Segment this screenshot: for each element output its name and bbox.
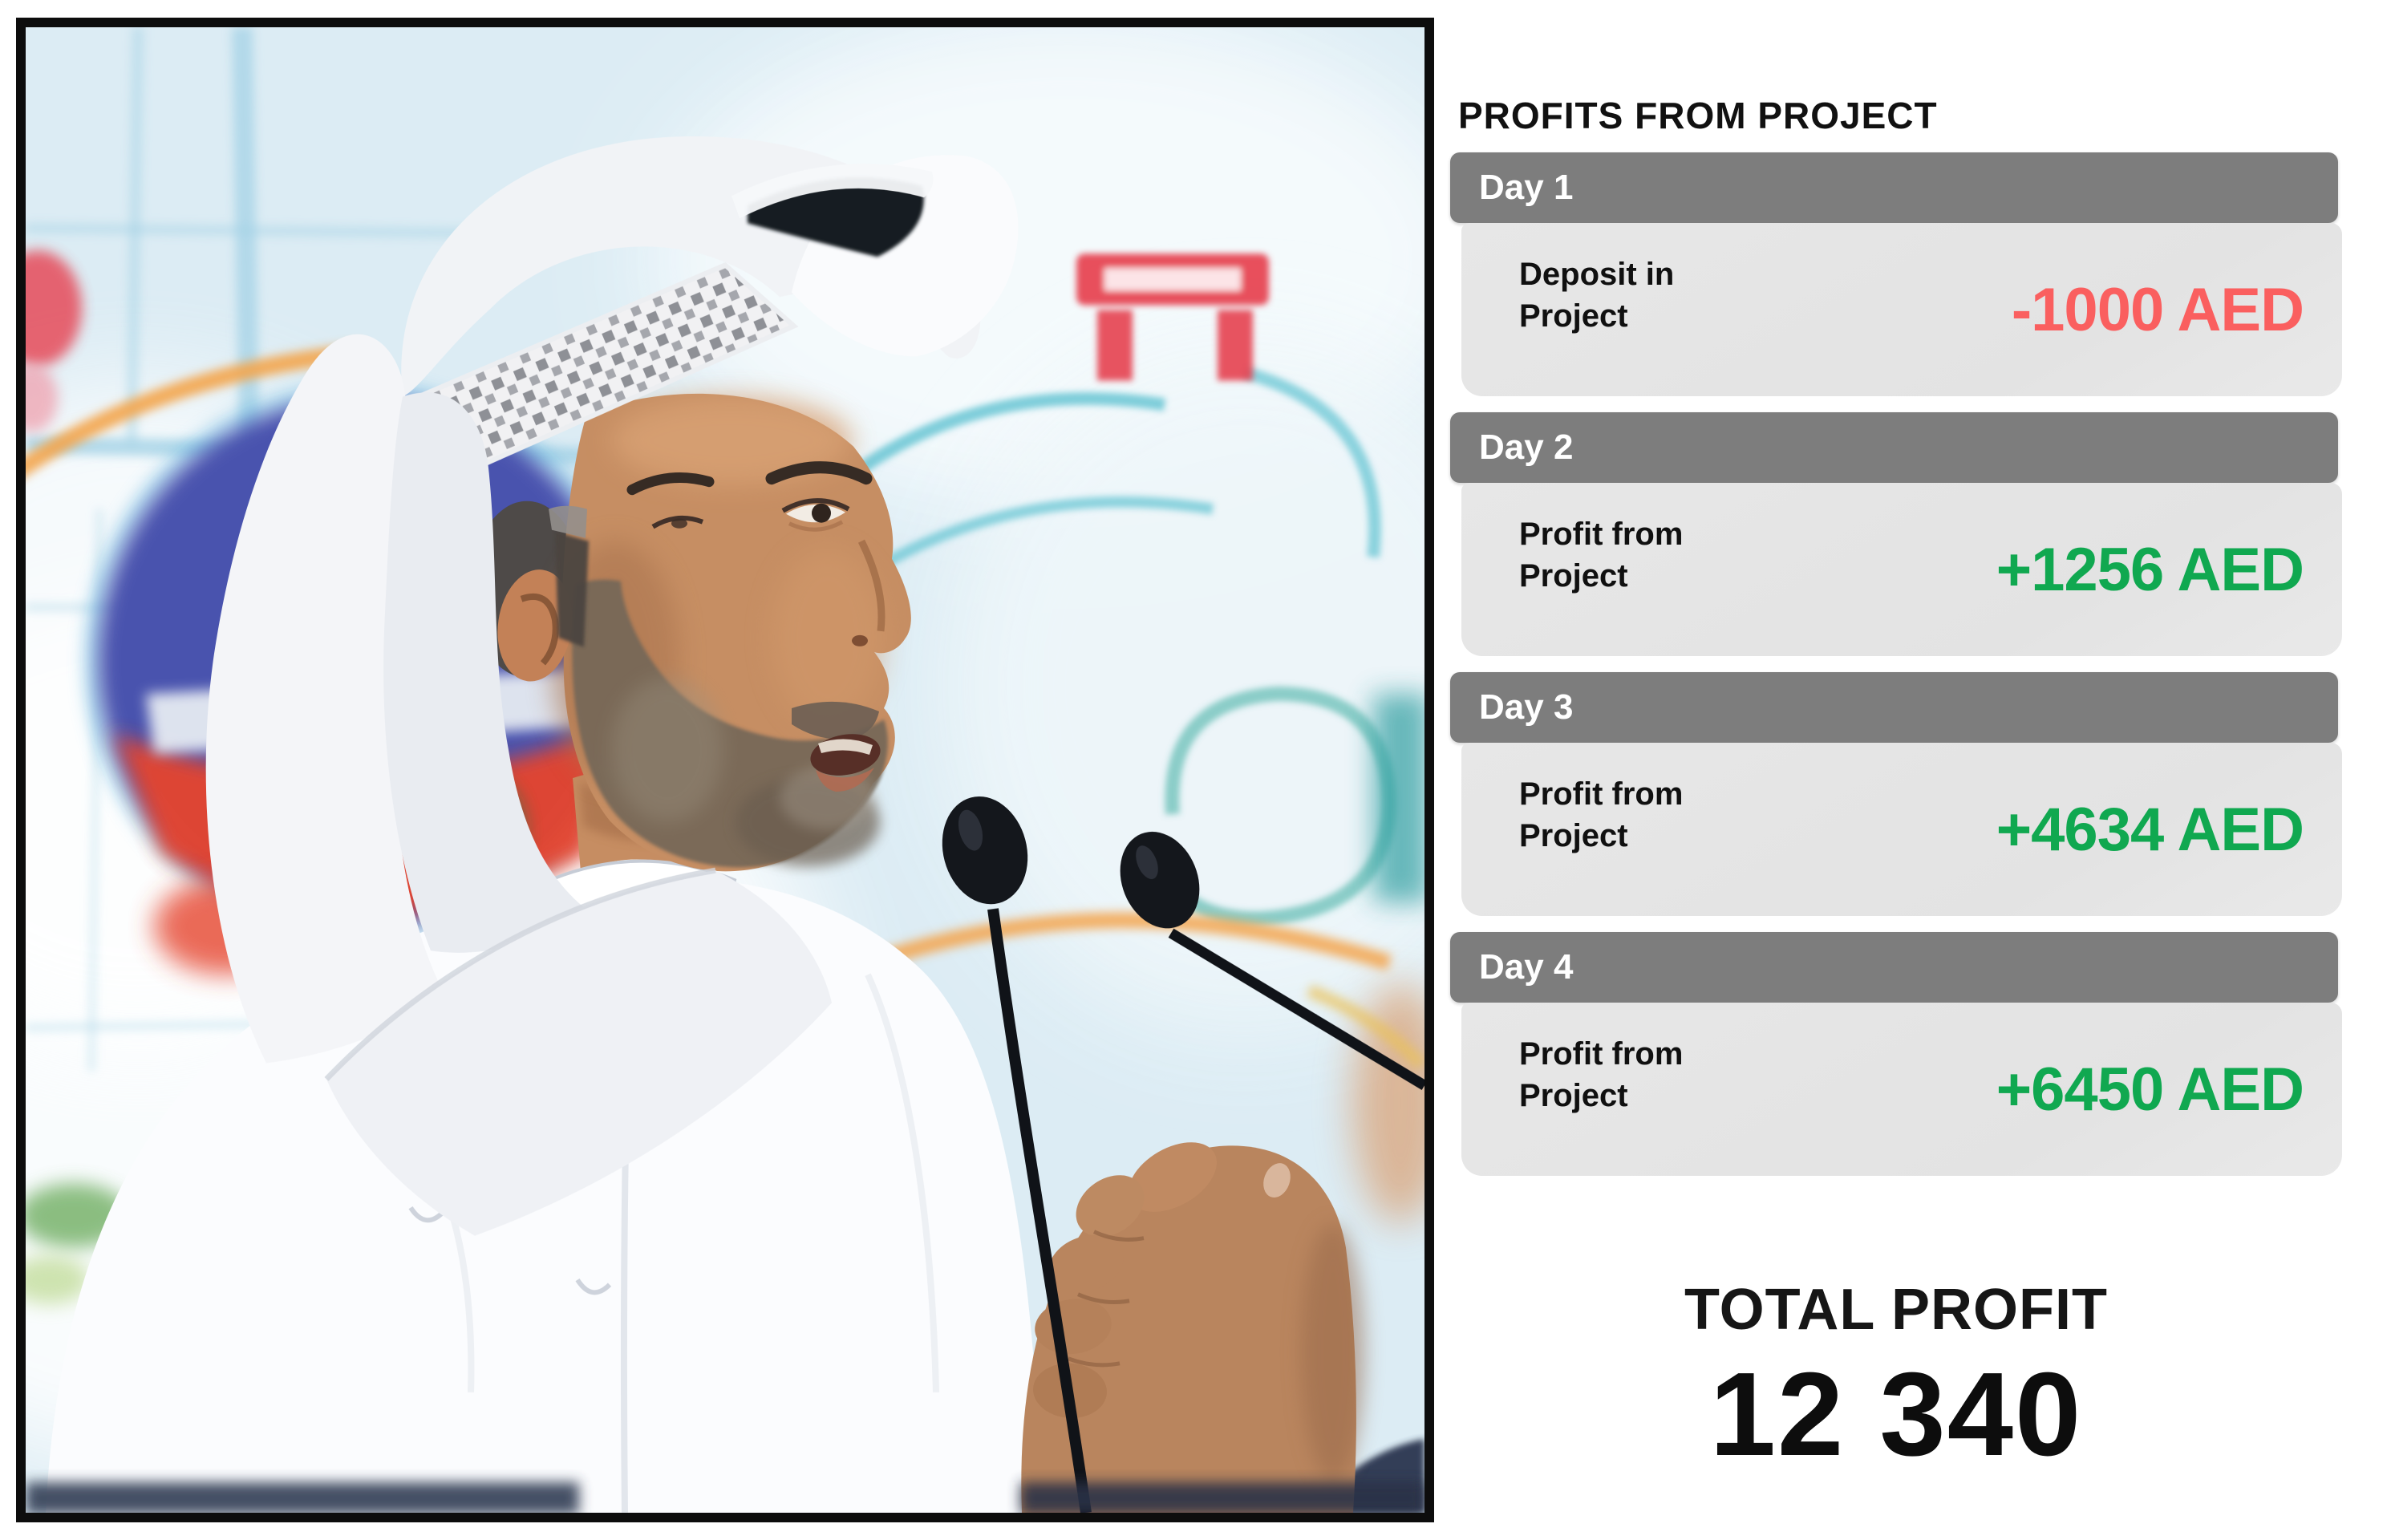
day3-card: Profit from Project +4634 AED: [1461, 743, 2342, 916]
red-doodle-icon: [1076, 253, 1269, 381]
speaker-photo-illustration: [26, 27, 1424, 1513]
day2-card: Profit from Project +1256 AED: [1461, 483, 2342, 656]
day2-label: Profit from Project: [1519, 517, 1684, 594]
eyebrows: [765, 461, 873, 485]
panel-title: PROFITS FROM PROJECT: [1458, 94, 1938, 136]
day3-value: +4634 AED: [1996, 795, 2304, 864]
day1-card: Deposit in Project -1000 AED: [1461, 223, 2342, 396]
microphone-1-icon: [942, 796, 1092, 1513]
total-profit-label: TOTAL PROFIT: [1684, 1278, 2108, 1342]
ghutra-headdress: [205, 136, 1019, 1236]
total-profit-value: 12 340: [1709, 1348, 2083, 1481]
speaker-photo: [16, 18, 1434, 1522]
day1-title: Day 1: [1479, 168, 1574, 207]
eyes: [651, 498, 850, 532]
day4-value: +6450 AED: [1996, 1055, 2304, 1124]
day4-title: Day 4: [1479, 947, 1574, 987]
day3-header: Day 3: [1450, 672, 2338, 743]
day1-value: -1000 AED: [2011, 275, 2304, 344]
foreground-blur-strip: [26, 1481, 579, 1513]
day3-label: Profit from Project: [1519, 776, 1684, 853]
day2-title: Day 2: [1479, 428, 1574, 467]
day2-value: +1256 AED: [1996, 535, 2304, 604]
day4-label: Profit from Project: [1519, 1036, 1684, 1113]
day4-card: Profit from Project +6450 AED: [1461, 1003, 2342, 1176]
face: [471, 393, 911, 872]
speaker-figure: [26, 136, 1424, 1513]
day3-title: Day 3: [1479, 687, 1574, 727]
nose: [857, 539, 885, 632]
day1-label: Deposit in Project: [1519, 257, 1675, 334]
day1-header: Day 1: [1450, 152, 2338, 223]
microphone-2-icon: [1120, 831, 1424, 1091]
day2-header: Day 2: [1450, 412, 2338, 483]
ear: [497, 569, 573, 682]
orange-arcs: [26, 343, 1424, 1069]
day4-header: Day 4: [1450, 932, 2338, 1003]
hand: [1021, 1142, 1424, 1513]
